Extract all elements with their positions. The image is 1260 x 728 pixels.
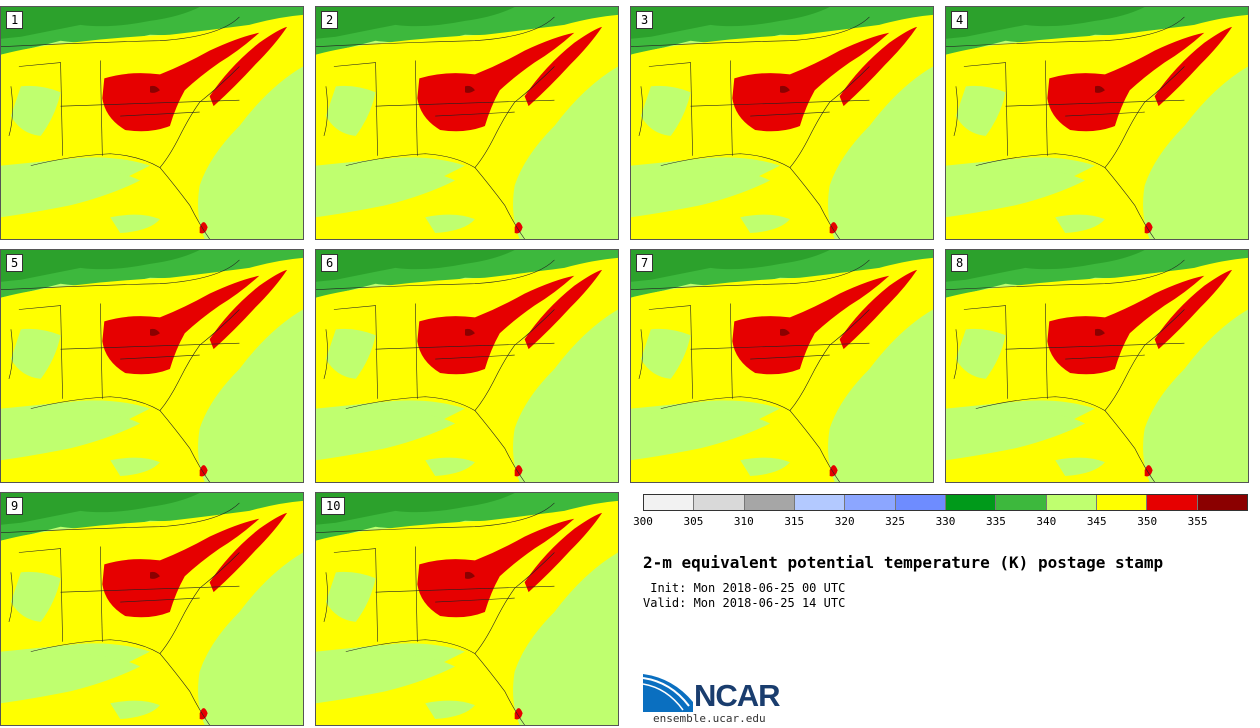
stamp-6: 6 bbox=[315, 249, 619, 483]
colorbar-tick-label: 325 bbox=[885, 515, 906, 528]
colorbar-segment bbox=[1197, 495, 1247, 510]
colorbar-segment bbox=[1096, 495, 1148, 510]
colorbar-segment bbox=[794, 495, 846, 510]
colorbar-segment bbox=[895, 495, 946, 510]
stamp-label: 7 bbox=[636, 254, 654, 272]
colorbar-segment bbox=[644, 495, 695, 510]
logo-text: NCAR bbox=[694, 678, 781, 713]
page-title: 2-m equivalent potential temperature (K)… bbox=[643, 553, 1164, 572]
colorbar-tick-label: 320 bbox=[834, 515, 855, 528]
stamp-3: 3 bbox=[630, 6, 934, 240]
colorbar-tick-label: 340 bbox=[1036, 515, 1057, 528]
site-url: ensemble.ucar.edu bbox=[653, 712, 766, 725]
colorbar-tick-label: 345 bbox=[1086, 515, 1107, 528]
stamp-7: 7 bbox=[630, 249, 934, 483]
stamp-label: 3 bbox=[636, 11, 654, 29]
stamp-label: 9 bbox=[6, 497, 24, 515]
colorbar-tick-label: 310 bbox=[733, 515, 754, 528]
colorbar-segment bbox=[996, 495, 1047, 510]
colorbar-tick-label: 330 bbox=[935, 515, 956, 528]
stamp-label: 4 bbox=[951, 11, 969, 29]
stamp-label: 5 bbox=[6, 254, 24, 272]
stamp-label: 8 bbox=[951, 254, 969, 272]
stamp-5: 5 bbox=[0, 249, 304, 483]
stamp-label: 6 bbox=[321, 254, 339, 272]
colorbar-tick-label: 300 bbox=[633, 515, 653, 528]
colorbar-tick-label: 305 bbox=[683, 515, 704, 528]
stamp-9: 9 bbox=[0, 492, 304, 726]
stamp-10: 10 bbox=[315, 492, 619, 726]
valid-time: Valid: Mon 2018-06-25 14 UTC bbox=[643, 596, 846, 610]
stamp-label: 1 bbox=[6, 11, 24, 29]
stamp-2: 2 bbox=[315, 6, 619, 240]
ncar-logo-icon bbox=[643, 674, 693, 712]
colorbar-tick-label: 355 bbox=[1187, 515, 1208, 528]
colorbar-segment bbox=[1046, 495, 1097, 510]
colorbar-segment bbox=[694, 495, 745, 510]
stamp-label: 10 bbox=[321, 497, 346, 515]
stamp-1: 1 bbox=[0, 6, 304, 240]
stamp-label: 2 bbox=[321, 11, 339, 29]
colorbar-tick-label: 335 bbox=[985, 515, 1006, 528]
colorbar bbox=[643, 494, 1248, 511]
colorbar-segment bbox=[744, 495, 795, 510]
stamp-4: 4 bbox=[945, 6, 1249, 240]
colorbar-segment bbox=[1147, 495, 1198, 510]
colorbar-segment bbox=[845, 495, 896, 510]
colorbar-tick-label: 350 bbox=[1137, 515, 1158, 528]
init-time: Init: Mon 2018-06-25 00 UTC bbox=[643, 581, 846, 595]
colorbar-tick-label: 315 bbox=[784, 515, 805, 528]
stamp-8: 8 bbox=[945, 249, 1249, 483]
colorbar-segment bbox=[945, 495, 997, 510]
